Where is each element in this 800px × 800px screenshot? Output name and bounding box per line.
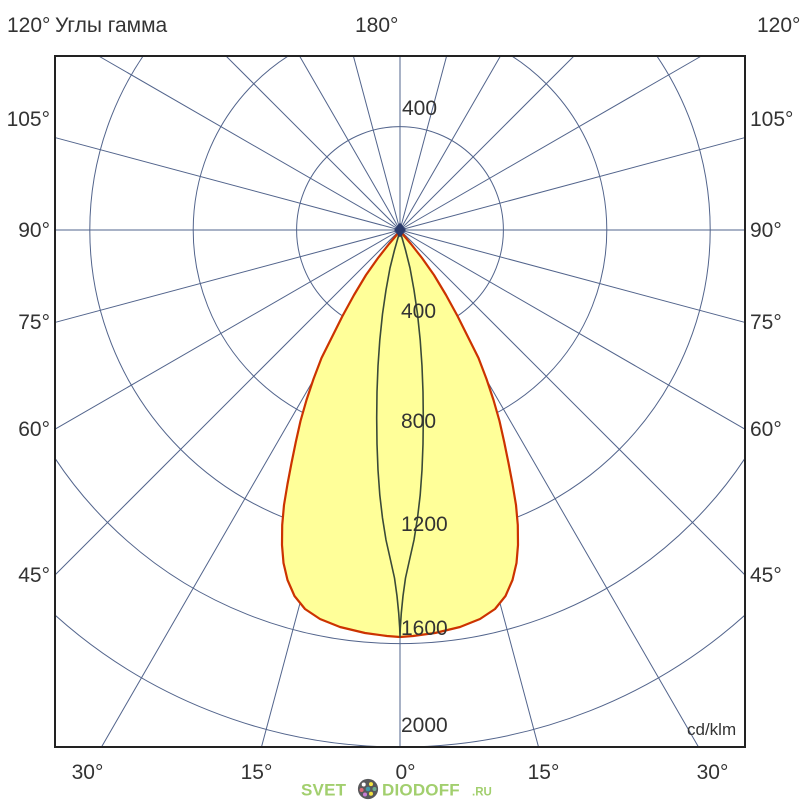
svg-text:SVET: SVET <box>301 781 347 800</box>
svg-text:DIODOFF: DIODOFF <box>382 781 460 800</box>
svg-text:.RU: .RU <box>472 787 492 799</box>
